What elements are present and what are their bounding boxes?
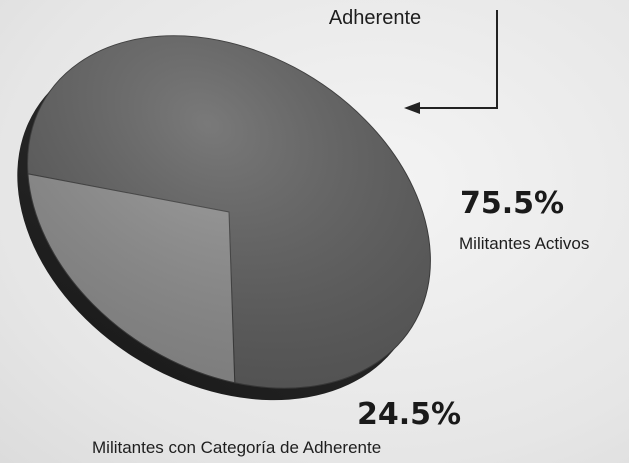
slice-adherente-percent: 24.5% xyxy=(357,397,461,432)
slice-activos-label: Militantes Activos xyxy=(459,234,589,253)
pie-shine xyxy=(27,35,431,389)
top-callout-label: Adherente xyxy=(329,7,421,29)
slice-activos-percent: 75.5% xyxy=(460,186,564,221)
callout-arrowhead xyxy=(404,102,420,114)
slice-adherente-label: Militantes con Categoría de Adherente xyxy=(92,438,381,457)
callout-line xyxy=(418,10,498,109)
